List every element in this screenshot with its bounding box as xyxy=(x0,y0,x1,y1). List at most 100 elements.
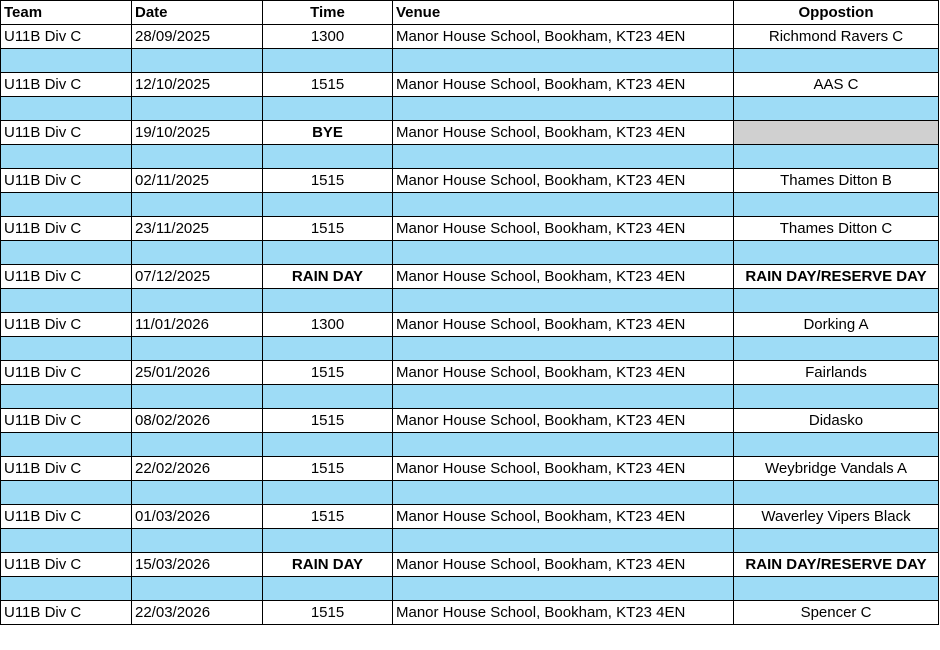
cell: 1515 xyxy=(262,504,393,529)
spacer-cell xyxy=(131,240,263,265)
spacer-cell xyxy=(262,288,393,313)
spacer-cell xyxy=(0,528,132,553)
spacer-cell xyxy=(733,96,939,121)
cell: Manor House School, Bookham, KT23 4EN xyxy=(392,504,734,529)
spacer-row xyxy=(0,336,939,361)
cell: Manor House School, Bookham, KT23 4EN xyxy=(392,120,734,145)
fixture-row: U11B Div C 19/10/2025 BYE Manor House Schoo… xyxy=(0,120,939,145)
cell: Manor House School, Bookham, KT23 4EN xyxy=(392,600,734,625)
spacer-cell xyxy=(392,384,734,409)
spacer-cell xyxy=(733,48,939,73)
cell: Waverley Vipers Black xyxy=(733,504,939,529)
spacer-row xyxy=(0,96,939,121)
cell: U11B Div C xyxy=(0,312,132,337)
spacer-cell xyxy=(262,192,393,217)
cell: Richmond Ravers C xyxy=(733,24,939,49)
table-body: U11B Div C 28/09/2025 1300 Manor House Scho… xyxy=(0,24,939,625)
fixture-row: U11B Div C 15/03/2026 RAIN DAY Manor House … xyxy=(0,552,939,577)
spacer-cell xyxy=(392,576,734,601)
spacer-cell xyxy=(131,288,263,313)
cell: 22/03/2026 xyxy=(131,600,263,625)
header-cell: Team xyxy=(0,0,132,25)
cell: 1515 xyxy=(262,72,393,97)
header-cell: Oppostion xyxy=(733,0,939,25)
cell: Manor House School, Bookham, KT23 4EN xyxy=(392,168,734,193)
spacer-cell xyxy=(262,240,393,265)
spacer-cell xyxy=(131,96,263,121)
header-row: Team Date Time Venue Oppostion xyxy=(0,0,939,25)
cell: Manor House School, Bookham, KT23 4EN xyxy=(392,216,734,241)
spacer-row xyxy=(0,384,939,409)
cell: 08/02/2026 xyxy=(131,408,263,433)
cell: Manor House School, Bookham, KT23 4EN xyxy=(392,408,734,433)
cell: Fairlands xyxy=(733,360,939,385)
spacer-cell xyxy=(733,432,939,457)
spacer-cell xyxy=(131,576,263,601)
spacer-cell xyxy=(733,144,939,169)
spacer-cell xyxy=(0,48,132,73)
cell: 11/01/2026 xyxy=(131,312,263,337)
spacer-cell xyxy=(0,336,132,361)
cell: 1515 xyxy=(262,408,393,433)
spacer-cell xyxy=(262,480,393,505)
fixture-row: U11B Div C 08/02/2026 1515 Manor House Scho… xyxy=(0,408,939,433)
cell: 07/12/2025 xyxy=(131,264,263,289)
cell: BYE xyxy=(262,120,393,145)
cell: RAIN DAY/RESERVE DAY xyxy=(733,264,939,289)
cell: U11B Div C xyxy=(0,168,132,193)
spacer-row xyxy=(0,480,939,505)
spacer-cell xyxy=(131,432,263,457)
cell: 1515 xyxy=(262,360,393,385)
spacer-cell xyxy=(733,528,939,553)
fixture-row: U11B Div C 11/01/2026 1300 Manor House Scho… xyxy=(0,312,939,337)
cell: Thames Ditton C xyxy=(733,216,939,241)
spacer-cell xyxy=(392,480,734,505)
cell: 15/03/2026 xyxy=(131,552,263,577)
cell: 1515 xyxy=(262,168,393,193)
spacer-cell xyxy=(392,240,734,265)
header-cell: Time xyxy=(262,0,393,25)
fixture-row: U11B Div C 12/10/2025 1515 Manor House Scho… xyxy=(0,72,939,97)
cell: Manor House School, Bookham, KT23 4EN xyxy=(392,456,734,481)
cell: 28/09/2025 xyxy=(131,24,263,49)
cell: U11B Div C xyxy=(0,72,132,97)
spacer-cell xyxy=(392,192,734,217)
cell: 01/03/2026 xyxy=(131,504,263,529)
cell: 1300 xyxy=(262,312,393,337)
spacer-cell xyxy=(262,96,393,121)
cell: U11B Div C xyxy=(0,24,132,49)
spacer-cell xyxy=(131,48,263,73)
spacer-cell xyxy=(392,48,734,73)
cell: Manor House School, Bookham, KT23 4EN xyxy=(392,264,734,289)
cell: U11B Div C xyxy=(0,456,132,481)
spacer-cell xyxy=(131,480,263,505)
spacer-cell xyxy=(733,384,939,409)
spacer-row xyxy=(0,48,939,73)
cell: Manor House School, Bookham, KT23 4EN xyxy=(392,552,734,577)
spacer-cell xyxy=(131,384,263,409)
header-cell: Venue xyxy=(392,0,734,25)
spacer-row xyxy=(0,528,939,553)
spacer-cell xyxy=(131,192,263,217)
fixture-row: U11B Div C 01/03/2026 1515 Manor House Scho… xyxy=(0,504,939,529)
cell: 1515 xyxy=(262,600,393,625)
spacer-cell xyxy=(262,576,393,601)
spacer-cell xyxy=(0,288,132,313)
spacer-cell xyxy=(392,336,734,361)
spacer-row xyxy=(0,288,939,313)
cell: U11B Div C xyxy=(0,504,132,529)
spacer-cell xyxy=(392,288,734,313)
fixture-table: Team Date Time Venue Oppostion U11B Div C 28/… xyxy=(0,0,939,625)
cell: AAS C xyxy=(733,72,939,97)
fixture-row: U11B Div C 28/09/2025 1300 Manor House Scho… xyxy=(0,24,939,49)
spacer-cell xyxy=(392,144,734,169)
spacer-cell xyxy=(733,336,939,361)
cell: Spencer C xyxy=(733,600,939,625)
fixture-row: U11B Div C 22/03/2026 1515 Manor House Scho… xyxy=(0,600,939,625)
cell: U11B Div C xyxy=(0,408,132,433)
fixture-row: U11B Div C 22/02/2026 1515 Manor House Scho… xyxy=(0,456,939,481)
empty-cell xyxy=(733,120,939,145)
spacer-cell xyxy=(131,144,263,169)
cell: RAIN DAY/RESERVE DAY xyxy=(733,552,939,577)
spacer-cell xyxy=(262,48,393,73)
